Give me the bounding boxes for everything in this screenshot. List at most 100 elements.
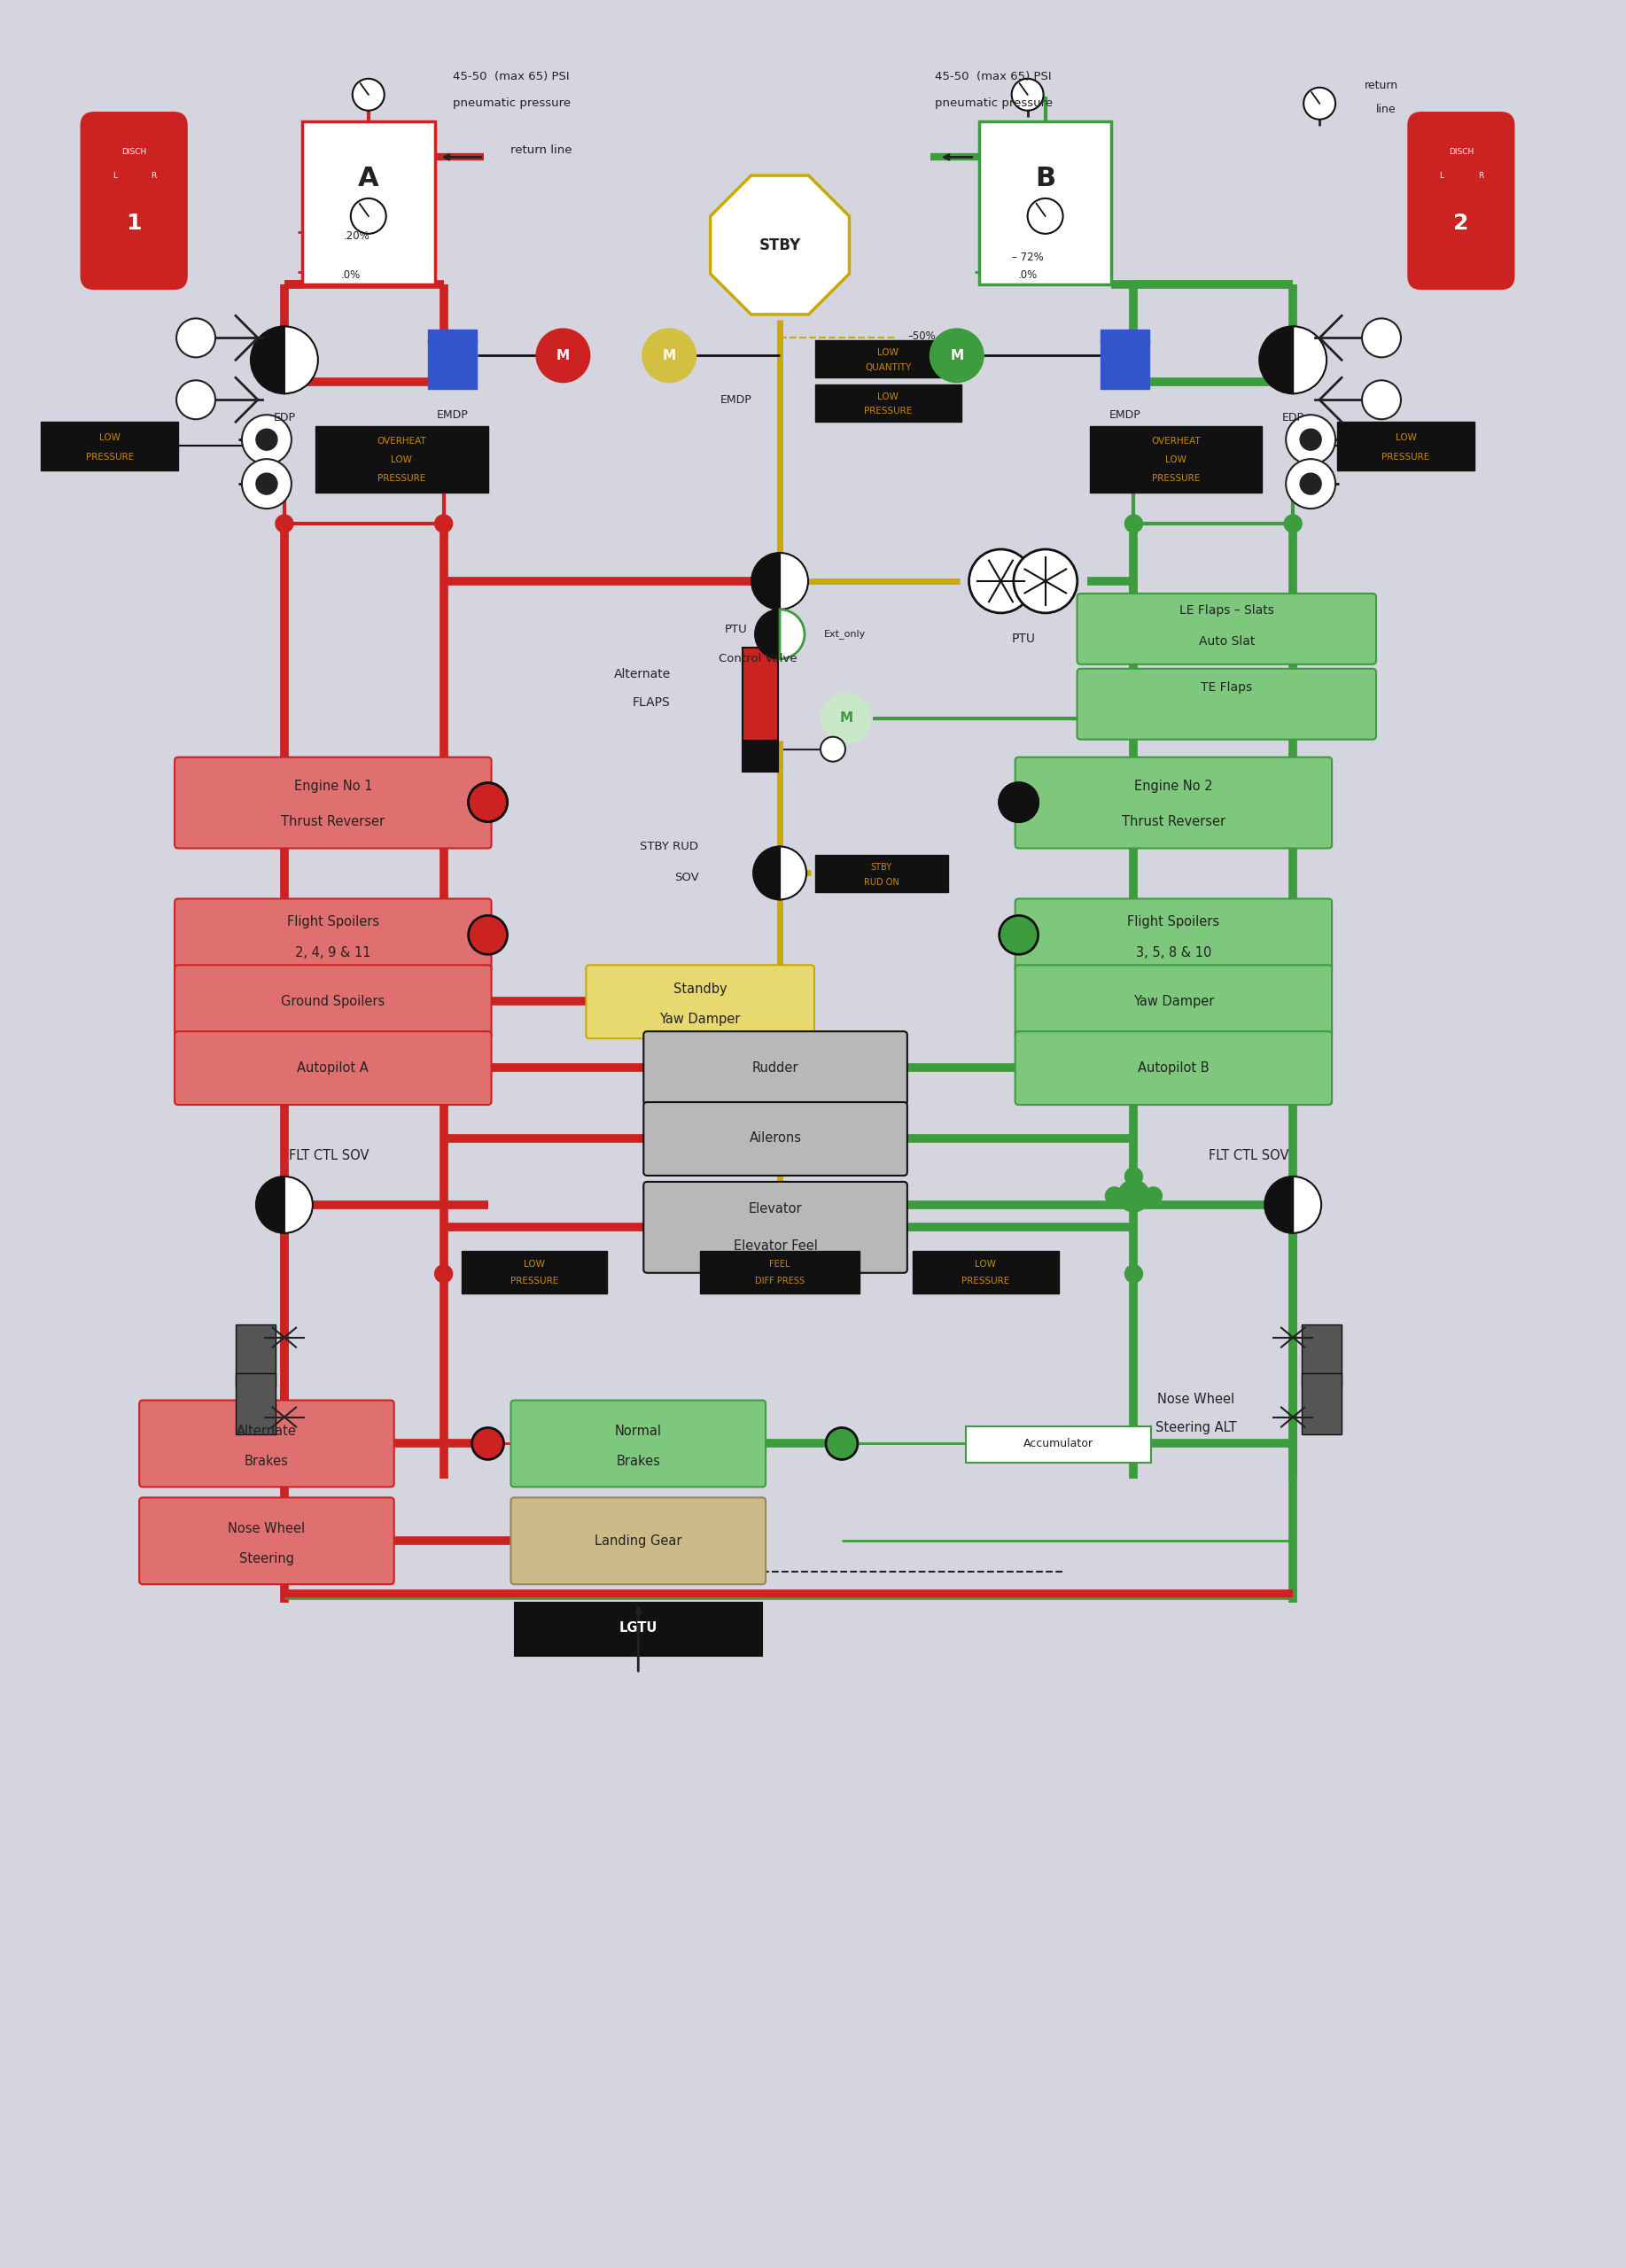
Bar xyxy=(701,1250,860,1293)
Text: EMDP: EMDP xyxy=(720,395,751,406)
FancyBboxPatch shape xyxy=(140,1399,393,1488)
Circle shape xyxy=(1000,782,1037,821)
Wedge shape xyxy=(285,1177,312,1234)
Circle shape xyxy=(468,782,507,821)
Wedge shape xyxy=(780,610,805,660)
Circle shape xyxy=(821,737,846,762)
Bar xyxy=(514,1603,763,1656)
Wedge shape xyxy=(754,610,780,660)
Text: PRESSURE: PRESSURE xyxy=(377,474,426,483)
Text: PRESSURE: PRESSURE xyxy=(86,454,133,460)
Text: PRESSURE: PRESSURE xyxy=(863,406,912,415)
FancyBboxPatch shape xyxy=(1076,669,1376,739)
Circle shape xyxy=(242,458,291,508)
Circle shape xyxy=(468,916,507,955)
Text: STBY: STBY xyxy=(759,238,800,254)
Text: 45-50  (max 65) PSI: 45-50 (max 65) PSI xyxy=(935,70,1052,82)
Text: pneumatic pressure: pneumatic pressure xyxy=(452,98,571,109)
Text: TE Flaps: TE Flaps xyxy=(1202,680,1252,694)
Text: FEEL: FEEL xyxy=(769,1261,790,1268)
Text: Thrust Reverser: Thrust Reverser xyxy=(1122,814,1226,828)
Circle shape xyxy=(1011,79,1044,111)
Text: Engine No 1: Engine No 1 xyxy=(294,780,372,794)
FancyBboxPatch shape xyxy=(174,758,491,848)
Circle shape xyxy=(1285,515,1302,533)
Bar xyxy=(1302,1325,1341,1386)
Text: LGTU: LGTU xyxy=(620,1622,657,1635)
Text: L: L xyxy=(112,172,117,179)
Text: A: A xyxy=(358,166,379,191)
FancyBboxPatch shape xyxy=(644,1102,907,1175)
Text: Engine No 2: Engine No 2 xyxy=(1135,780,1213,794)
Text: Landing Gear: Landing Gear xyxy=(595,1533,681,1547)
Text: LOW: LOW xyxy=(976,1261,997,1268)
Text: M: M xyxy=(839,712,854,726)
Text: FLAPS: FLAPS xyxy=(633,696,670,708)
Text: PRESSURE: PRESSURE xyxy=(961,1277,1010,1286)
Bar xyxy=(743,646,779,739)
Wedge shape xyxy=(1293,1177,1322,1234)
Text: return: return xyxy=(1364,79,1398,91)
Text: PRESSURE: PRESSURE xyxy=(1151,474,1200,483)
Text: LOW: LOW xyxy=(878,347,899,356)
Circle shape xyxy=(242,415,291,465)
Circle shape xyxy=(255,429,278,451)
Bar xyxy=(1302,1372,1341,1436)
Text: LOW: LOW xyxy=(878,392,899,401)
Bar xyxy=(1101,338,1150,388)
Text: Rudder: Rudder xyxy=(753,1061,798,1075)
FancyBboxPatch shape xyxy=(174,898,491,973)
FancyBboxPatch shape xyxy=(644,1032,907,1105)
Circle shape xyxy=(1301,429,1322,451)
Circle shape xyxy=(1363,381,1402,420)
Text: Ailerons: Ailerons xyxy=(750,1132,802,1145)
Polygon shape xyxy=(711,175,849,315)
Text: M: M xyxy=(950,349,964,363)
Text: DISCH: DISCH xyxy=(122,147,146,156)
Circle shape xyxy=(1125,1266,1143,1284)
Text: LOW: LOW xyxy=(390,456,411,465)
Circle shape xyxy=(1363,318,1402,358)
Bar xyxy=(815,386,961,422)
Text: Nose Wheel: Nose Wheel xyxy=(228,1522,306,1535)
Wedge shape xyxy=(1260,327,1293,395)
Text: Ground Spoilers: Ground Spoilers xyxy=(281,996,385,1007)
Bar xyxy=(912,1250,1059,1293)
Text: 2: 2 xyxy=(1454,213,1468,234)
Wedge shape xyxy=(1293,327,1327,395)
Text: QUANTITY: QUANTITY xyxy=(865,363,912,372)
FancyBboxPatch shape xyxy=(1015,898,1332,973)
Text: PRESSURE: PRESSURE xyxy=(511,1277,558,1286)
Text: OVERHEAT: OVERHEAT xyxy=(377,435,426,445)
FancyBboxPatch shape xyxy=(1015,966,1332,1039)
Wedge shape xyxy=(780,553,808,610)
Circle shape xyxy=(1286,458,1335,508)
Text: PRESSURE: PRESSURE xyxy=(1382,454,1429,460)
Bar xyxy=(743,739,779,771)
Text: return line: return line xyxy=(511,145,572,156)
Circle shape xyxy=(1013,549,1078,612)
FancyBboxPatch shape xyxy=(511,1399,766,1488)
Text: Nose Wheel: Nose Wheel xyxy=(1158,1393,1234,1406)
Circle shape xyxy=(255,474,278,494)
FancyBboxPatch shape xyxy=(174,1032,491,1105)
Circle shape xyxy=(468,782,507,821)
Circle shape xyxy=(537,329,590,381)
Bar xyxy=(236,1372,275,1436)
FancyBboxPatch shape xyxy=(1015,1032,1332,1105)
FancyBboxPatch shape xyxy=(585,966,815,1039)
Text: EMDP: EMDP xyxy=(437,408,468,420)
Wedge shape xyxy=(751,553,780,610)
Text: EMDP: EMDP xyxy=(1109,408,1141,420)
Text: Ext_only: Ext_only xyxy=(824,631,867,640)
Text: line: line xyxy=(1376,104,1395,116)
Circle shape xyxy=(1125,515,1143,533)
Text: M: M xyxy=(662,349,676,363)
Text: DIFF PRESS: DIFF PRESS xyxy=(754,1277,805,1286)
Text: Normal: Normal xyxy=(615,1424,662,1438)
Text: Control Valve: Control Valve xyxy=(719,653,797,665)
Circle shape xyxy=(1145,1186,1163,1204)
FancyBboxPatch shape xyxy=(81,113,187,290)
Circle shape xyxy=(275,515,293,533)
Text: EDP: EDP xyxy=(273,413,296,424)
